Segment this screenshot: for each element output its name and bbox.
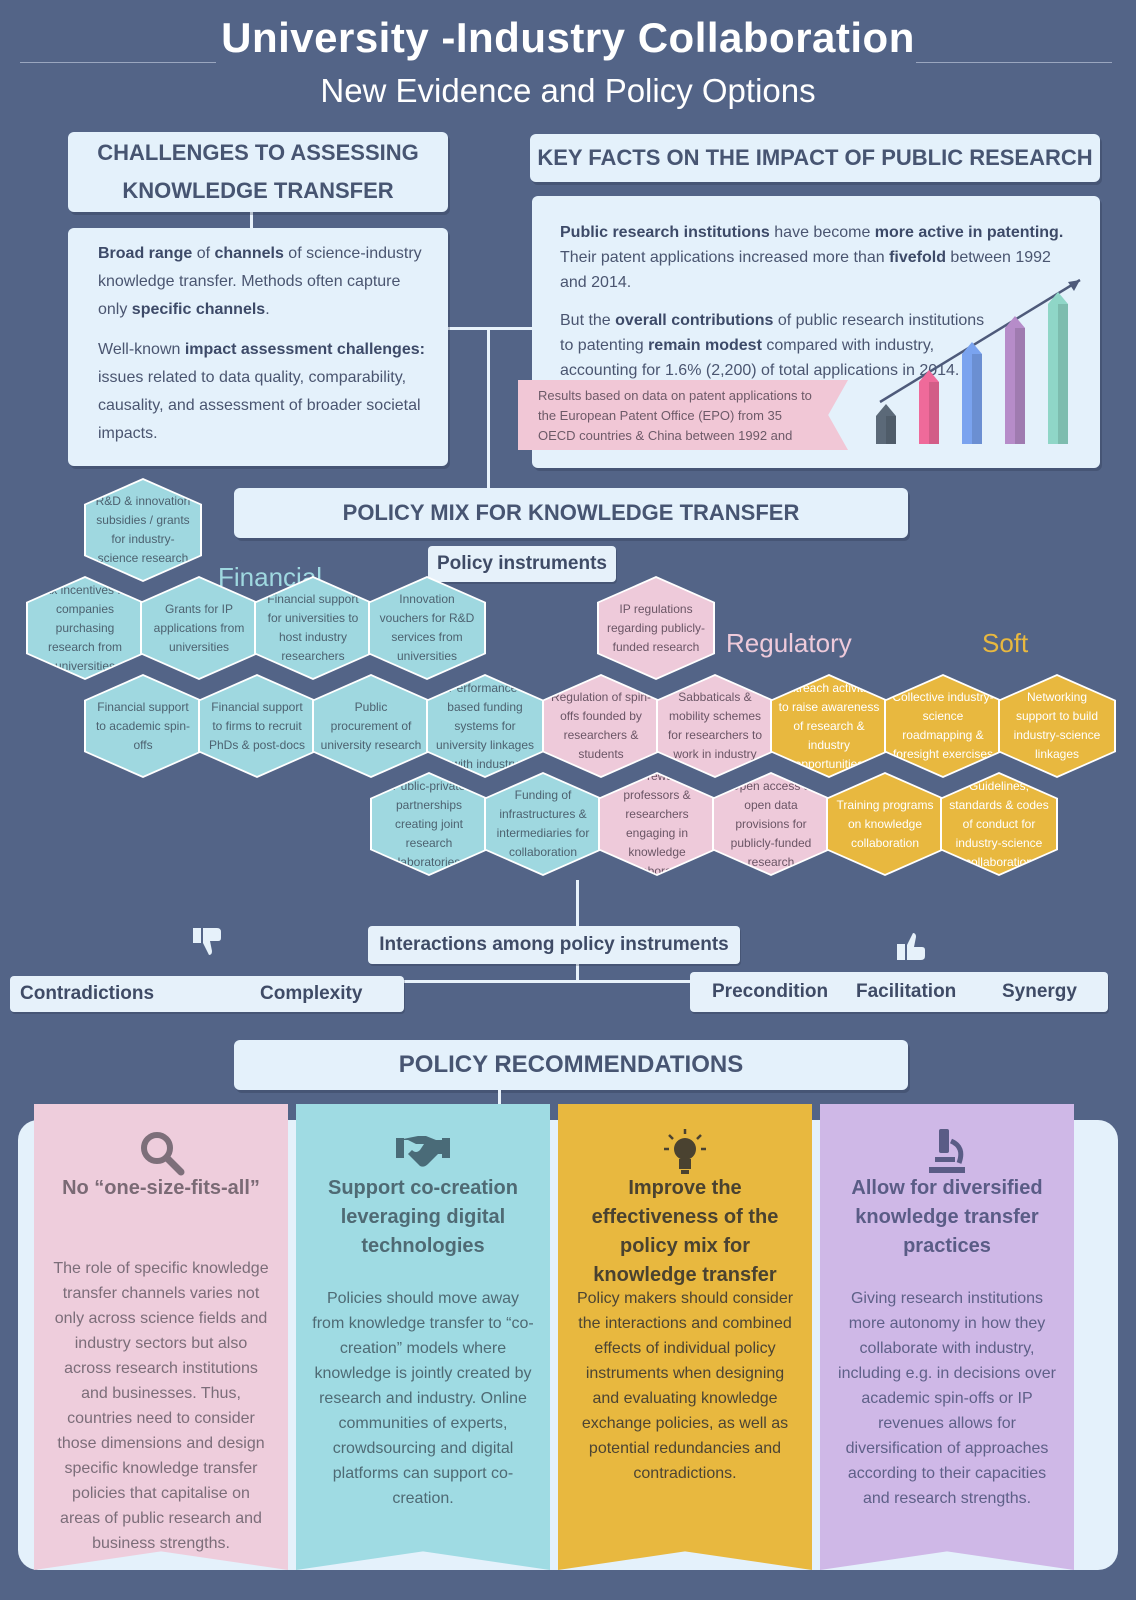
microscope-icon (820, 1124, 1074, 1180)
policy-instrument-s4: Training programs on knowledge collabora… (828, 774, 942, 874)
policy-instrument-h9: Performance-based funding systems for un… (428, 676, 542, 776)
data-source-note: Results based on data on patent applicat… (518, 380, 848, 450)
facilitation-label: Facilitation (856, 981, 957, 1002)
policy-instrument-r1: IP regulations regarding publicly-funded… (599, 578, 713, 678)
positive-interactions-bar: Precondition Facilitation Synergy (690, 972, 1108, 1012)
connector (576, 980, 696, 983)
pencil-tip (1048, 292, 1068, 304)
connector (498, 1090, 501, 1104)
policy-instrument-h7: Financial support to firms to recruit Ph… (200, 676, 314, 776)
pencil-tip (1005, 316, 1025, 328)
policy-instrument-r5: Open access & open data provisions for p… (714, 774, 828, 874)
pencil-bars (876, 292, 1068, 444)
recommendation-text: The role of specific knowledge transfer … (53, 1260, 269, 1552)
pencil-shade (929, 382, 939, 444)
challenges-panel: Broad range of channels of science-indus… (68, 228, 448, 466)
pencil-shade (1015, 328, 1025, 444)
pencil-bar (876, 416, 896, 444)
complexity-label: Complexity (260, 983, 363, 1004)
synergy-label: Synergy (1002, 981, 1077, 1002)
recommendation-text: Policy makers should consider the intera… (576, 1290, 794, 1482)
connector (487, 327, 490, 491)
pencil-growth-chart (876, 278, 1081, 444)
recommendations-heading: POLICY RECOMMENDATIONS (234, 1040, 908, 1090)
policy-instrument-r2: Regulation of spin-offs founded by resea… (544, 676, 658, 776)
pencil-shade (886, 416, 896, 444)
pencil-shade (972, 354, 982, 444)
recommendation-title: No “one-size-fits-all” (62, 1177, 260, 1199)
challenges-paragraph-2: Well-known impact assessment challenges:… (98, 341, 425, 442)
page-title: University -Industry Collaboration (221, 14, 915, 61)
recommendation-card: No “one-size-fits-all” The role of specif… (34, 1104, 288, 1570)
pencil-bar (919, 382, 939, 444)
challenges-heading-line1: CHALLENGES TO ASSESSING (97, 140, 419, 165)
key-facts-heading: KEY FACTS ON THE IMPACT OF PUBLIC RESEAR… (530, 134, 1100, 182)
soft-label: Soft (982, 628, 1029, 658)
pencil-bar (1048, 304, 1068, 444)
policy-instrument-s1: Outreach activities to raise awareness o… (772, 676, 886, 776)
policy-instrument-h5: Innovation vouchers for R&D services fro… (370, 578, 484, 678)
policy-instrument-h8: Public procurement of university researc… (314, 676, 428, 776)
pencil-tip (876, 404, 896, 416)
key-facts-paragraph-2: But the overall contributions of public … (560, 312, 985, 379)
pencil-bar (1005, 328, 1025, 444)
regulatory-label: Regulatory (726, 628, 852, 658)
policy-instrument-h3: Grants for IP applications from universi… (142, 578, 256, 678)
contradictions-label: Contradictions (20, 983, 155, 1004)
recommendation-card: Improve the effectiveness of the policy … (558, 1104, 812, 1570)
trend-arrow-line (879, 278, 1081, 404)
precondition-label: Precondition (712, 981, 829, 1002)
policy-instrument-s3: Networking support to build industry-sci… (1000, 676, 1114, 776)
pencil-bar (962, 354, 982, 444)
recommendation-card: Support co-creation leveraging digital t… (296, 1104, 550, 1570)
negative-interactions-bar: Contradictions Complexity (10, 976, 404, 1012)
pencil-tip (962, 342, 982, 354)
trend-arrow-head (1068, 280, 1080, 291)
policy-instrument-r3: Sabbaticals & mobility schemes for resea… (658, 676, 772, 776)
policy-instrument-s2: Collective industry-science roadmapping … (886, 676, 1000, 776)
policy-instruments-label: Policy instruments (428, 546, 616, 582)
magnifier-icon (34, 1124, 288, 1180)
policy-instrument-h4: Financial support for universities to ho… (256, 578, 370, 678)
connector (400, 980, 576, 983)
pencil-tip (919, 370, 939, 382)
recommendation-title: Support co-creation leveraging digital t… (327, 1177, 518, 1257)
thumbs-down-icon (190, 926, 224, 965)
pencil-shade (1058, 304, 1068, 444)
key-facts-paragraph-1: Public research institutions have become… (560, 224, 1064, 291)
policy-instrument-h11: Funding of infrastructures & intermediar… (486, 774, 600, 874)
policy-mix-heading: POLICY MIX FOR KNOWLEDGE TRANSFER (234, 488, 908, 538)
challenges-paragraph-1: Broad range of channels of science-indus… (98, 245, 422, 318)
lightbulb-icon (558, 1124, 812, 1180)
thumbs-up-icon (894, 928, 928, 967)
challenges-heading: CHALLENGES TO ASSESSING KNOWLEDGE TRANSF… (68, 132, 448, 212)
policy-instrument-h6: Financial support to academic spin-offs (86, 676, 200, 776)
policy-instrument-s5: Guidelines, standards & codes of conduct… (942, 774, 1056, 874)
policy-instrument-h2: Tax incentives for companies purchasing … (28, 578, 142, 678)
policy-instrument-r4: Career rewards for professors & research… (600, 774, 714, 874)
connector (250, 208, 253, 232)
policy-instrument-h10: Public-private partnerships creating joi… (372, 774, 486, 874)
page-subtitle: New Evidence and Policy Options (320, 72, 816, 109)
recommendation-text: Giving research institutions more autono… (838, 1290, 1056, 1507)
interactions-label: Interactions among policy instruments (368, 926, 740, 964)
connector (448, 327, 532, 330)
policy-instrument-h1: R&D & innovation subsidies / grants for … (86, 480, 200, 580)
recommendation-title: Allow for diversified knowledge transfer… (851, 1177, 1043, 1257)
recommendation-card: Allow for diversified knowledge transfer… (820, 1104, 1074, 1570)
recommendation-title: Improve the effectiveness of the policy … (591, 1177, 779, 1286)
handshake-icon (296, 1124, 550, 1180)
challenges-heading-line2: KNOWLEDGE TRANSFER (122, 178, 394, 203)
recommendation-text: Policies should move away from knowledge… (312, 1290, 534, 1507)
title-divider-left (20, 62, 216, 63)
title-divider-right (916, 62, 1112, 63)
